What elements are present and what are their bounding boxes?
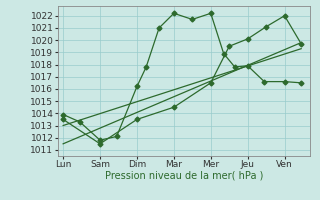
X-axis label: Pression niveau de la mer( hPa ): Pression niveau de la mer( hPa ) — [105, 171, 263, 181]
